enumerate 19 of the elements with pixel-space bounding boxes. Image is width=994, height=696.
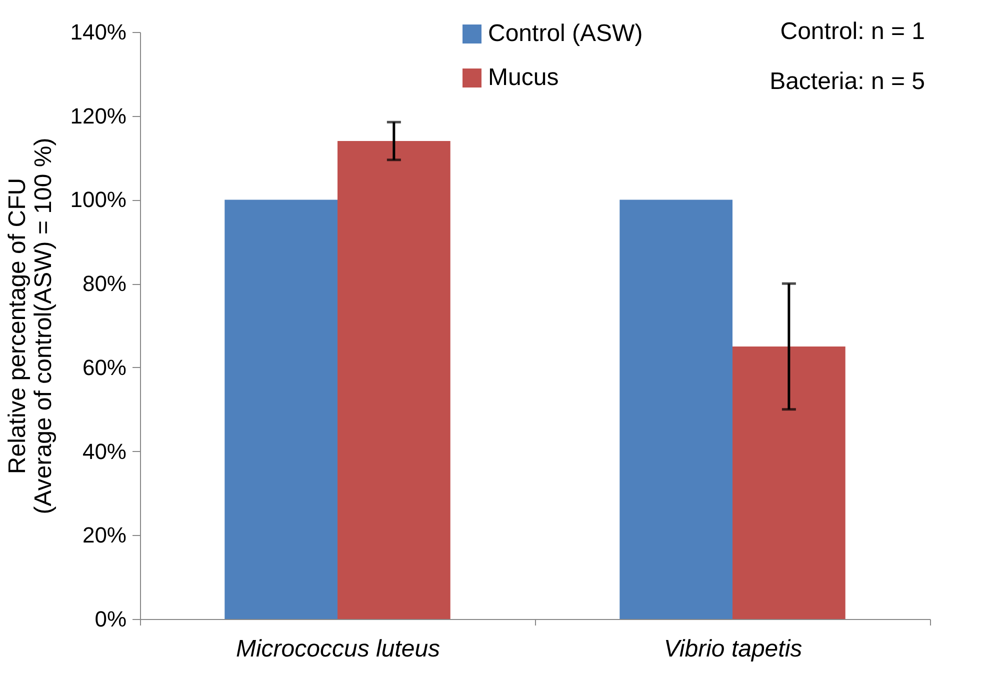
y-tick-label: 120% — [70, 103, 126, 128]
bar — [338, 141, 450, 619]
legend-label: Control (ASW) — [488, 20, 643, 47]
y-tick-label: 20% — [82, 522, 126, 548]
y-tick-label: 60% — [82, 354, 126, 380]
y-tick-label: 0% — [94, 606, 126, 632]
y-axis-title: Relative percentage of CFU (Average of control(ASW) = 100 %) — [4, 138, 58, 514]
bar — [732, 346, 846, 619]
y-tick-label: 140% — [70, 20, 126, 44]
y-tick-label: 40% — [82, 438, 126, 464]
annotation: Control: n = 1 — [780, 18, 925, 45]
bar — [224, 200, 338, 619]
x-tick-label: Vibrio tapetis — [664, 636, 802, 662]
annotation: Bacteria: n = 5 — [770, 68, 925, 95]
x-tick-label: Micrococcus luteus — [236, 636, 440, 662]
y-tick-label: 100% — [70, 187, 126, 212]
y-tick-label: 80% — [82, 271, 126, 296]
legend-label: Mucus — [488, 64, 559, 91]
bar — [620, 200, 732, 619]
